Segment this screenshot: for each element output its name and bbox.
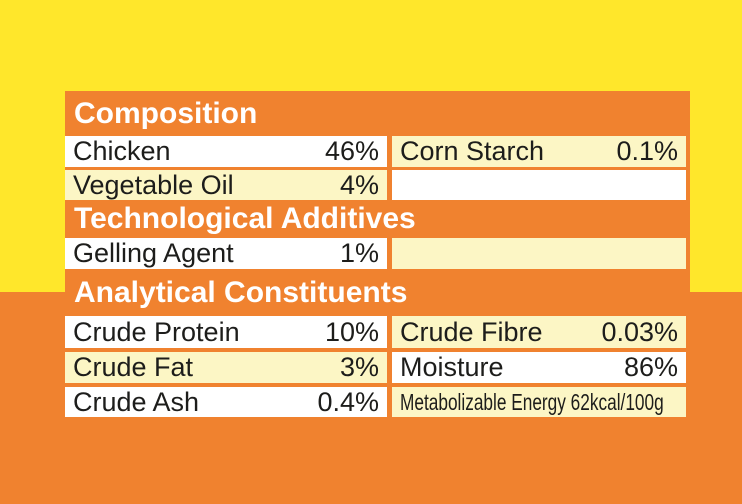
ingredient-value: 1% xyxy=(339,238,379,268)
cell-crude-ash: Crude Ash 0.4% xyxy=(65,387,387,417)
nutrition-facts-table: Composition Chicken 46% Corn Starch 0.1%… xyxy=(65,91,690,417)
cell-corn-starch: Corn Starch 0.1% xyxy=(392,136,686,167)
cell-crude-protein: Crude Protein 10% xyxy=(65,316,387,348)
constituent-value: 86% xyxy=(623,352,678,382)
ingredient-value: 46% xyxy=(324,136,379,166)
table-row: Crude Fat 3% Moisture 86% xyxy=(65,352,690,383)
ingredient-value: 4% xyxy=(339,170,379,200)
constituent-label: Crude Fibre xyxy=(400,316,543,347)
section-header-analytical-constituents: Analytical Constituents xyxy=(65,269,690,316)
section-header-technological-additives: Technological Additives xyxy=(65,200,690,238)
table-row: Chicken 46% Corn Starch 0.1% xyxy=(65,136,690,167)
section-title: Technological Additives xyxy=(74,202,416,235)
cell-empty xyxy=(392,238,686,269)
constituent-label: Crude Protein xyxy=(73,316,240,347)
constituent-value: 0.4% xyxy=(317,387,379,417)
constituent-label: Moisture xyxy=(400,352,504,382)
cell-crude-fat: Crude Fat 3% xyxy=(65,352,387,383)
cell-chicken: Chicken 46% xyxy=(65,136,387,167)
cell-metabolizable-energy: Metabolizable Energy 62kcal/100g xyxy=(392,387,686,417)
cell-gelling-agent: Gelling Agent 1% xyxy=(65,238,387,269)
cell-moisture: Moisture 86% xyxy=(392,352,686,383)
ingredient-label: Vegetable Oil xyxy=(73,170,234,200)
section-title: Composition xyxy=(74,96,258,130)
constituent-label: Crude Fat xyxy=(73,352,194,382)
table-row: Crude Protein 10% Crude Fibre 0.03% xyxy=(65,316,690,348)
constituent-value: 10% xyxy=(324,316,379,347)
cell-empty xyxy=(392,170,686,200)
table-row: Crude Ash 0.4% Metabolizable Energy 62kc… xyxy=(65,387,690,417)
ingredient-label: Chicken xyxy=(73,136,171,166)
table-row: Vegetable Oil 4% xyxy=(65,170,690,200)
section-header-composition: Composition xyxy=(65,91,690,136)
cell-crude-fibre: Crude Fibre 0.03% xyxy=(392,316,686,348)
cell-vegetable-oil: Vegetable Oil 4% xyxy=(65,170,387,200)
constituent-value: 0.03% xyxy=(601,316,678,347)
ingredient-value: 0.1% xyxy=(616,136,678,166)
constituent-label: Metabolizable Energy 62kcal/100g xyxy=(400,388,664,415)
section-title: Analytical Constituents xyxy=(74,275,408,309)
ingredient-label: Corn Starch xyxy=(400,136,545,166)
constituent-value: 3% xyxy=(339,352,379,382)
table-row: Gelling Agent 1% xyxy=(65,238,690,269)
constituent-label: Crude Ash xyxy=(73,387,200,417)
ingredient-label: Gelling Agent xyxy=(73,238,234,268)
